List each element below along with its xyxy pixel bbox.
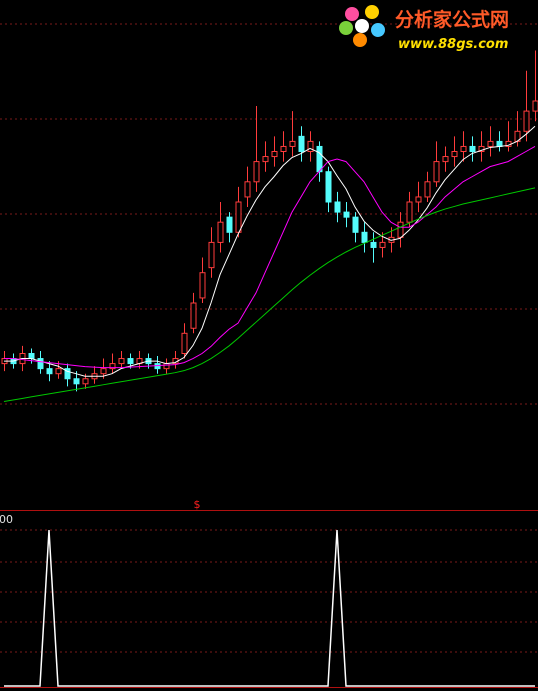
indicator-line	[4, 529, 535, 687]
ma-line	[4, 146, 536, 369]
candle-body	[361, 231, 368, 243]
candle-body	[523, 110, 530, 132]
candle-body	[55, 368, 62, 375]
candle-body	[82, 378, 89, 385]
candle-body	[163, 363, 170, 370]
candle-body	[37, 358, 44, 370]
petal	[365, 5, 379, 19]
petal	[345, 7, 359, 21]
candle-body	[226, 216, 233, 233]
candle-body	[316, 145, 323, 173]
candle-body	[208, 241, 215, 269]
candle-body	[262, 156, 269, 163]
candle-body	[253, 161, 260, 183]
candle-body	[190, 302, 197, 329]
candle-body	[415, 196, 422, 203]
candle-body	[271, 151, 278, 158]
candle-body	[397, 221, 404, 238]
candle-body	[343, 211, 350, 218]
candle-body	[217, 221, 224, 243]
candle-body	[307, 140, 314, 152]
candle-body	[181, 332, 188, 354]
candle-body	[469, 145, 476, 152]
candle-body	[235, 201, 242, 233]
candle-body	[28, 353, 35, 360]
candle-body	[451, 151, 458, 158]
candle-body	[334, 201, 341, 213]
candle-body	[118, 358, 125, 365]
candle-body	[532, 100, 538, 112]
watermark-url: www.88gs.com	[398, 37, 508, 52]
petal	[353, 33, 367, 47]
candle-body	[406, 201, 413, 223]
candle-body	[298, 135, 305, 153]
logo	[339, 5, 385, 47]
candle-body	[352, 216, 359, 233]
candle-body	[370, 241, 377, 248]
candle-body	[433, 161, 440, 183]
candle-body	[73, 378, 80, 385]
y-tick-label: 100	[0, 513, 13, 526]
ma-line	[3, 187, 536, 402]
candle-body	[424, 181, 431, 198]
candle-body	[289, 140, 296, 147]
candle-body	[280, 145, 287, 152]
petal	[339, 21, 353, 35]
candle-body	[109, 363, 116, 370]
candle-body	[379, 241, 386, 248]
candle-body	[127, 358, 134, 365]
candle-body	[325, 171, 332, 203]
petal	[371, 23, 385, 37]
candle-body	[199, 272, 206, 299]
flower-center	[355, 19, 369, 33]
candle-body	[100, 368, 107, 375]
candle-body	[244, 181, 251, 198]
candle-body	[442, 156, 449, 163]
candle-body	[46, 368, 53, 375]
candle-body	[487, 140, 494, 147]
candle-body	[496, 140, 503, 147]
candle-body	[64, 368, 71, 380]
candle-body	[460, 145, 467, 152]
signal-marker: $	[194, 498, 201, 511]
watermark-title: 分析家公式网	[395, 8, 509, 31]
ma-line	[4, 125, 536, 377]
